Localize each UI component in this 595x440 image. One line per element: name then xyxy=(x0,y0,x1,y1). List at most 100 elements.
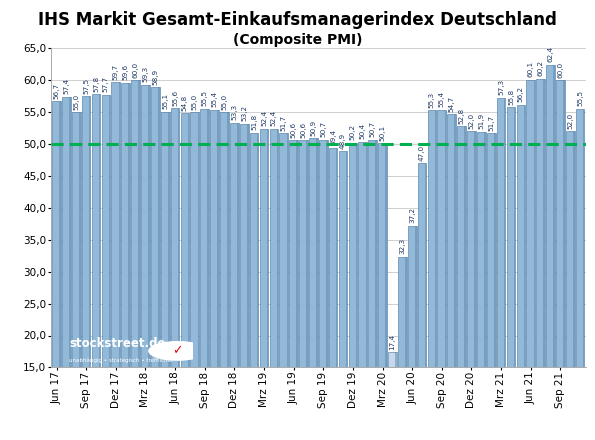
Bar xyxy=(99,94,101,440)
Bar xyxy=(148,85,150,440)
Text: 17,4: 17,4 xyxy=(389,334,396,349)
Bar xyxy=(210,110,219,440)
Bar xyxy=(306,140,308,440)
Text: unabhängig • strategisch • trefflicher: unabhängig • strategisch • trefflicher xyxy=(69,358,173,363)
Bar xyxy=(161,112,170,440)
Text: 48,9: 48,9 xyxy=(340,132,346,149)
Text: 49,4: 49,4 xyxy=(330,129,336,145)
Text: 57,4: 57,4 xyxy=(64,78,70,94)
Bar xyxy=(259,129,268,440)
Text: 50,9: 50,9 xyxy=(311,120,317,136)
Bar xyxy=(513,107,515,440)
Text: 52,8: 52,8 xyxy=(459,107,465,124)
Bar xyxy=(506,107,515,440)
Text: 50,1: 50,1 xyxy=(380,125,386,141)
Bar xyxy=(69,97,71,440)
Bar xyxy=(527,80,535,440)
Text: 56,2: 56,2 xyxy=(518,86,524,102)
Bar xyxy=(457,126,466,440)
Bar xyxy=(240,124,249,440)
Bar xyxy=(418,163,427,440)
Text: 55,0: 55,0 xyxy=(73,94,79,110)
Bar xyxy=(217,110,219,440)
Text: 51,8: 51,8 xyxy=(251,114,257,130)
Text: 37,2: 37,2 xyxy=(409,207,415,223)
Bar xyxy=(181,114,189,440)
Bar xyxy=(368,139,377,440)
Bar xyxy=(474,131,476,440)
Bar xyxy=(190,112,199,440)
Text: 55,8: 55,8 xyxy=(508,88,514,105)
Bar xyxy=(386,143,387,440)
Text: stockstreet.de: stockstreet.de xyxy=(69,337,165,350)
Bar xyxy=(227,112,229,440)
Bar xyxy=(121,83,130,440)
Bar xyxy=(257,132,258,440)
Bar xyxy=(566,131,575,440)
Bar xyxy=(309,138,318,440)
Bar xyxy=(534,80,535,440)
Bar xyxy=(316,138,318,440)
Bar xyxy=(129,83,130,440)
Bar xyxy=(556,80,565,440)
Bar xyxy=(425,163,427,440)
Text: 50,6: 50,6 xyxy=(300,121,306,138)
Text: IHS Markit Gesamt-Einkaufsmanagerindex Deutschland: IHS Markit Gesamt-Einkaufsmanagerindex D… xyxy=(38,11,557,29)
Text: 55,4: 55,4 xyxy=(439,91,445,107)
Bar xyxy=(287,133,288,440)
Bar xyxy=(484,132,486,440)
Bar xyxy=(230,123,239,440)
Bar xyxy=(237,123,239,440)
Text: 60,1: 60,1 xyxy=(528,61,534,77)
Bar xyxy=(299,140,308,440)
Bar xyxy=(395,352,397,440)
Bar xyxy=(267,129,268,440)
Bar xyxy=(435,110,436,440)
Bar xyxy=(543,79,545,440)
Bar xyxy=(247,124,249,440)
Bar xyxy=(89,96,90,440)
Bar xyxy=(576,109,584,440)
Text: 55,3: 55,3 xyxy=(429,92,435,108)
Bar xyxy=(92,94,101,440)
Bar xyxy=(573,131,575,440)
Text: 51,7: 51,7 xyxy=(488,114,494,131)
Bar xyxy=(131,80,140,440)
Text: 53,2: 53,2 xyxy=(241,105,248,121)
Bar xyxy=(329,148,337,440)
Text: 57,8: 57,8 xyxy=(93,76,99,92)
Bar xyxy=(79,112,80,440)
Bar xyxy=(349,143,357,440)
Text: 52,0: 52,0 xyxy=(567,113,573,129)
Bar xyxy=(563,80,565,440)
Bar xyxy=(546,65,555,440)
Bar xyxy=(168,112,170,440)
Circle shape xyxy=(149,342,206,360)
Bar xyxy=(405,257,406,440)
Text: 60,2: 60,2 xyxy=(538,60,544,77)
Bar xyxy=(378,143,387,440)
Text: 60,0: 60,0 xyxy=(558,62,563,78)
Text: 55,0: 55,0 xyxy=(192,94,198,110)
Bar xyxy=(296,140,298,440)
Bar xyxy=(138,80,140,440)
Text: 57,5: 57,5 xyxy=(83,77,89,94)
Bar xyxy=(428,110,436,440)
Bar xyxy=(524,105,525,440)
Bar xyxy=(437,110,446,440)
Text: 52,4: 52,4 xyxy=(271,110,277,126)
Bar xyxy=(365,142,367,440)
Text: 32,3: 32,3 xyxy=(399,238,405,254)
Text: 55,5: 55,5 xyxy=(577,90,583,106)
Bar xyxy=(477,132,486,440)
Bar xyxy=(346,151,347,440)
Bar xyxy=(109,95,110,440)
Bar xyxy=(151,87,159,440)
Text: 52,4: 52,4 xyxy=(261,110,267,126)
Text: 59,6: 59,6 xyxy=(123,64,129,80)
Bar xyxy=(52,101,61,440)
Text: 58,9: 58,9 xyxy=(152,69,158,85)
Bar xyxy=(220,112,229,440)
Text: 54,8: 54,8 xyxy=(182,95,188,111)
Bar xyxy=(516,105,525,440)
